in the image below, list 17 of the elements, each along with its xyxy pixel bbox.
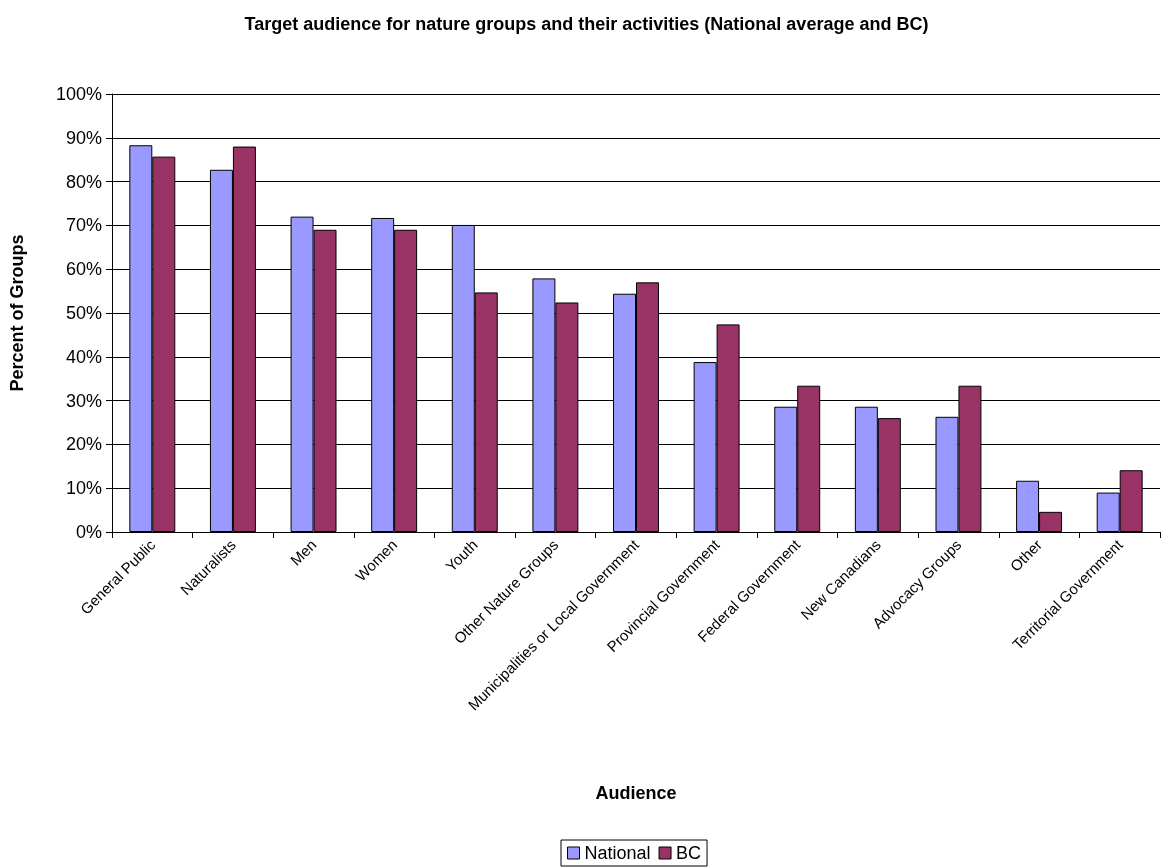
x-axis-title: Audience [595,783,677,803]
y-tick-label: 20% [65,434,102,455]
y-tick-label: 90% [65,127,102,148]
chart-title: Target audience for nature groups and their activities (National average and BC) [244,14,929,34]
y-tick-label: 60% [65,259,102,280]
y-tick-label: 30% [65,390,102,411]
x-tick-label: Men [286,535,320,569]
legend-label: National [584,843,651,863]
y-tick-label: 70% [65,215,102,236]
y-tick-label: 100% [55,84,102,104]
legend-label: BC [676,843,702,863]
y-tick-label: 80% [65,171,102,192]
y-tick-label: 10% [65,478,102,499]
y-tick-label: 40% [65,346,102,367]
y-axis-title: Percent of Groups [7,234,27,392]
y-tick-label: 0% [75,522,102,542]
y-tick-label: 50% [65,303,102,323]
